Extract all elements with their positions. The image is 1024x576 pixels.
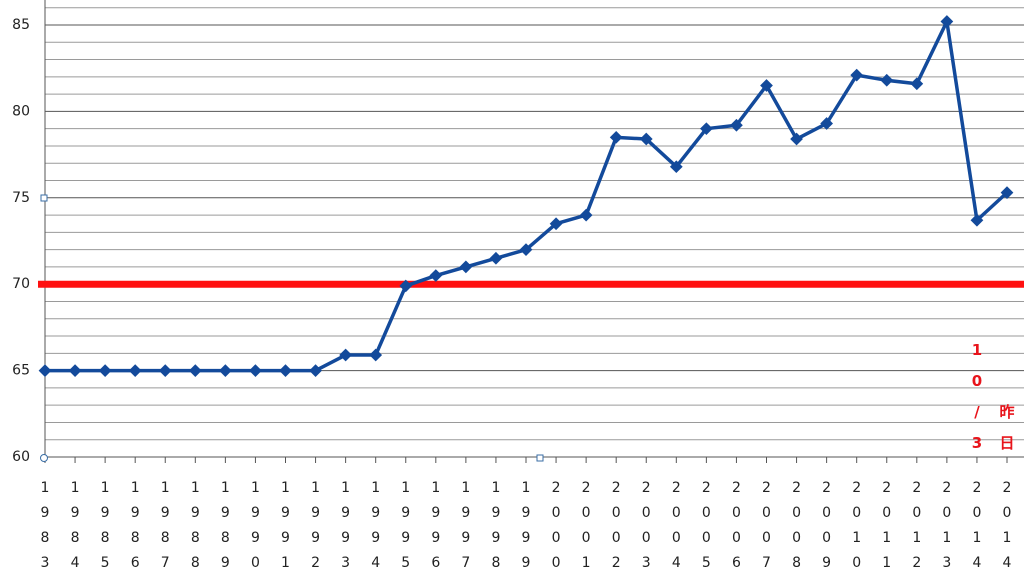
data-point <box>98 364 112 377</box>
data-point <box>68 364 82 377</box>
data-point <box>940 15 954 28</box>
data-point <box>429 269 443 282</box>
data-point <box>399 279 413 293</box>
data-point <box>910 77 924 91</box>
data-point <box>369 348 383 362</box>
y-tick-label: 75 <box>12 190 30 206</box>
data-point <box>158 364 172 377</box>
data-point <box>489 251 503 265</box>
data-point <box>128 364 142 377</box>
data-point <box>579 208 593 222</box>
selection-handle <box>40 194 48 202</box>
data-point <box>339 348 352 362</box>
y-tick-label: 85 <box>12 17 30 33</box>
annotation: 1 0/3 <box>972 341 982 452</box>
y-tick-label: 60 <box>12 449 30 465</box>
data-point <box>459 260 473 274</box>
annotation: 昨日 <box>999 403 1014 452</box>
y-tick-label: 65 <box>12 363 30 379</box>
data-point <box>279 364 292 377</box>
data-point <box>609 130 623 144</box>
data-point <box>880 73 894 87</box>
selection-handle <box>40 454 48 462</box>
y-tick-label: 80 <box>12 103 30 119</box>
series-line <box>45 19 1009 373</box>
data-point <box>219 364 232 377</box>
data-point <box>188 364 202 377</box>
selection-handle <box>536 454 544 462</box>
data-point <box>309 364 322 377</box>
data-point <box>38 364 52 377</box>
data-point <box>249 364 262 377</box>
y-tick-label: 70 <box>12 276 30 292</box>
